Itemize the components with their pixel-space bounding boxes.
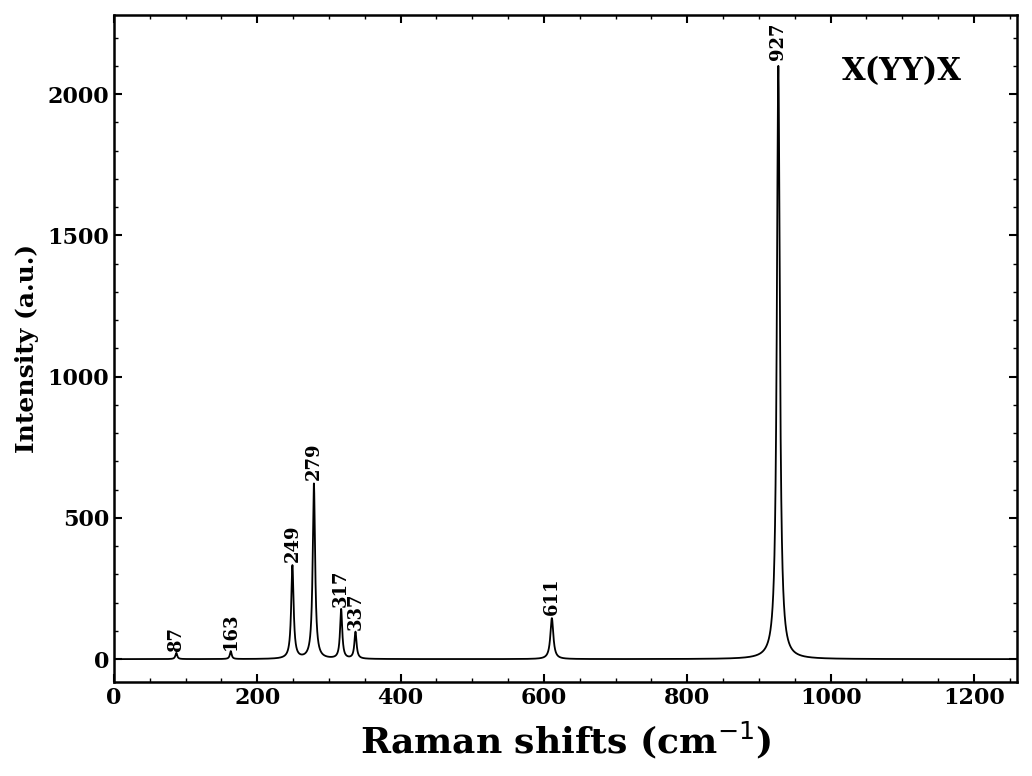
Text: 163: 163	[222, 612, 239, 650]
Text: 337: 337	[347, 593, 364, 630]
Text: 927: 927	[769, 23, 787, 61]
Text: X(YY)X: X(YY)X	[842, 56, 962, 87]
X-axis label: Raman shifts (cm$^{-1}$): Raman shifts (cm$^{-1}$)	[360, 719, 771, 761]
Y-axis label: Intensity (a.u.): Intensity (a.u.)	[15, 244, 39, 453]
Text: 87: 87	[167, 626, 186, 652]
Text: 279: 279	[304, 442, 323, 480]
Text: 317: 317	[332, 570, 350, 607]
Text: 611: 611	[543, 578, 560, 615]
Text: 249: 249	[284, 524, 301, 562]
